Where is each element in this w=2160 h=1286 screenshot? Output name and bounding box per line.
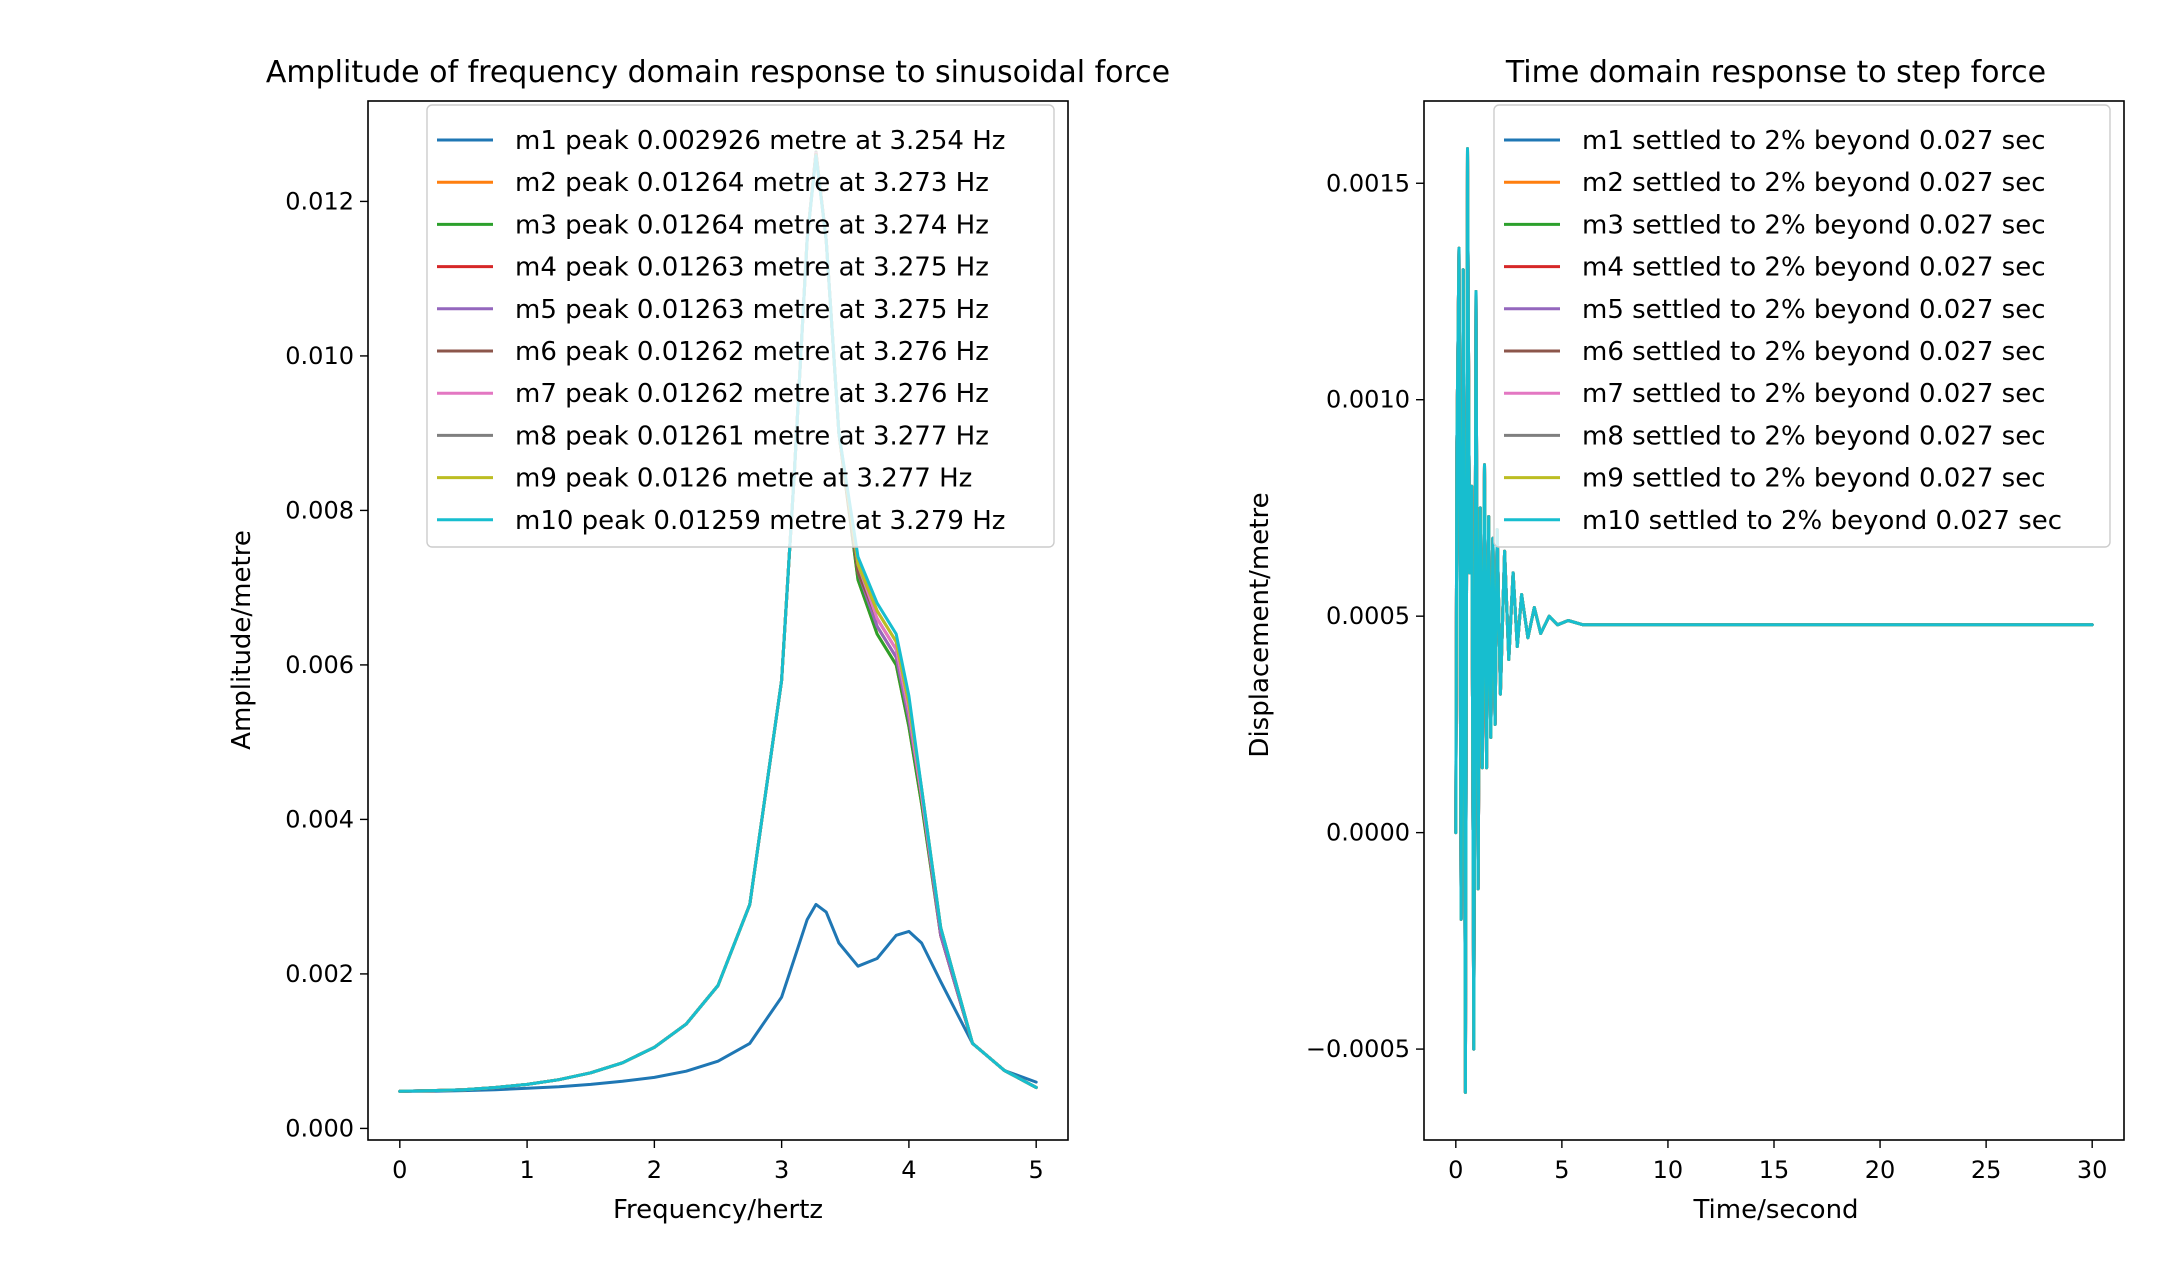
frequency-x-tick-label: 2: [647, 1156, 662, 1184]
frequency-legend-label-m1: m1 peak 0.002926 metre at 3.254 Hz: [515, 126, 1005, 156]
time-legend-box: [1493, 104, 2111, 548]
time-axis-ticks: 0 5 10 15 20 25 30 −0.0005 0.0000 0.0005 0.0010 0.0…: [1306, 169, 2108, 1184]
time-x-tick-label: 25: [1971, 1156, 2002, 1184]
frequency-y-tick-label: 0.008: [285, 496, 354, 524]
time-x-tick-label: 15: [1759, 1156, 1790, 1184]
frequency-legend-label-m2: m2 peak 0.01264 metre at 3.273 Hz: [515, 168, 989, 198]
time-legend-label-m3: m3 settled to 2% beyond 0.027 sec: [1582, 210, 2046, 240]
frequency-y-axis-label: Amplitude/metre: [227, 530, 257, 750]
frequency-y-tick-label: 0.006: [285, 651, 354, 679]
time-legend-label-m4: m4 settled to 2% beyond 0.027 sec: [1582, 253, 2046, 283]
time-y-tick-label: 0.0010: [1326, 386, 1410, 414]
time-legend-label-m9: m9 settled to 2% beyond 0.027 sec: [1582, 464, 2046, 494]
frequency-legend-label-m6: m6 peak 0.01262 metre at 3.276 Hz: [515, 337, 989, 367]
frequency-series-line-m1: [398, 902, 1038, 1093]
frequency-y-tick-label: 0.000: [285, 1114, 354, 1142]
time-response-panel: Time domain response to step force Time/…: [1245, 55, 2125, 1225]
frequency-y-tick-label: 0.012: [285, 187, 354, 215]
frequency-legend-label-m7: m7 peak 0.01262 metre at 3.276 Hz: [515, 379, 989, 409]
frequency-plot-frame: [367, 100, 1069, 1141]
frequency-y-tick-label: 0.010: [285, 342, 354, 370]
frequency-chart-title: Amplitude of frequency domain response t…: [266, 55, 1170, 90]
time-legend-label-m5: m5 settled to 2% beyond 0.027 sec: [1582, 295, 2046, 325]
time-y-tick-label: −0.0005: [1306, 1035, 1410, 1063]
frequency-legend: m1 peak 0.002926 metre at 3.254 Hz m2 pea…: [426, 104, 1055, 548]
time-legend: m1 settled to 2% beyond 0.027 sec m2 sett…: [1493, 104, 2111, 548]
frequency-legend-label-m4: m4 peak 0.01263 metre at 3.275 Hz: [515, 253, 989, 283]
time-legend-label-m8: m8 settled to 2% beyond 0.027 sec: [1582, 421, 2046, 451]
frequency-legend-label-m10: m10 peak 0.01259 metre at 3.279 Hz: [515, 506, 1005, 536]
time-series-lines: [1454, 147, 2094, 1094]
frequency-legend-label-m5: m5 peak 0.01263 metre at 3.275 Hz: [515, 295, 989, 325]
time-x-tick-label: 0: [1448, 1156, 1463, 1184]
time-x-tick-label: 5: [1554, 1156, 1569, 1184]
time-legend-label-m7: m7 settled to 2% beyond 0.027 sec: [1582, 379, 2046, 409]
frequency-x-tick-label: 1: [519, 1156, 534, 1184]
frequency-y-tick-label: 0.004: [285, 805, 354, 833]
time-chart-title: Time domain response to step force: [1505, 55, 2046, 90]
time-y-axis-label: Displacement/metre: [1245, 492, 1275, 757]
frequency-x-tick-label: 5: [1029, 1156, 1044, 1184]
frequency-axis-ticks: 0 1 2 3 4 5 0.000 0.002 0.004 0.006 0.008 0.010 0.01…: [285, 187, 1044, 1184]
time-series-line-m10: [1454, 147, 2094, 1094]
frequency-legend-label-m3: m3 peak 0.01264 metre at 3.274 Hz: [515, 210, 989, 240]
time-legend-label-m10: m10 settled to 2% beyond 0.027 sec: [1582, 506, 2062, 536]
frequency-x-tick-label: 3: [774, 1156, 789, 1184]
frequency-x-tick-label: 0: [392, 1156, 407, 1184]
time-y-tick-label: 0.0000: [1326, 819, 1410, 847]
time-x-tick-label: 20: [1865, 1156, 1896, 1184]
frequency-response-panel: Amplitude of frequency domain response t…: [227, 55, 1170, 1225]
frequency-x-axis-label: Frequency/hertz: [613, 1195, 823, 1225]
frequency-x-tick-label: 4: [901, 1156, 916, 1184]
frequency-legend-box: [426, 104, 1055, 548]
time-plot-frame: [1423, 100, 2125, 1141]
time-y-tick-label: 0.0015: [1326, 169, 1410, 197]
frequency-legend-label-m8: m8 peak 0.01261 metre at 3.277 Hz: [515, 421, 989, 451]
time-legend-label-m1: m1 settled to 2% beyond 0.027 sec: [1582, 126, 2046, 156]
time-x-tick-label: 10: [1653, 1156, 1684, 1184]
time-legend-label-m6: m6 settled to 2% beyond 0.027 sec: [1582, 337, 2046, 367]
frequency-y-tick-label: 0.002: [285, 960, 354, 988]
time-legend-label-m2: m2 settled to 2% beyond 0.027 sec: [1582, 168, 2046, 198]
time-x-axis-label: Time/second: [1692, 1195, 1858, 1225]
time-y-tick-label: 0.0005: [1326, 602, 1410, 630]
frequency-legend-label-m9: m9 peak 0.0126 metre at 3.277 Hz: [515, 464, 972, 494]
time-x-tick-label: 30: [2077, 1156, 2108, 1184]
